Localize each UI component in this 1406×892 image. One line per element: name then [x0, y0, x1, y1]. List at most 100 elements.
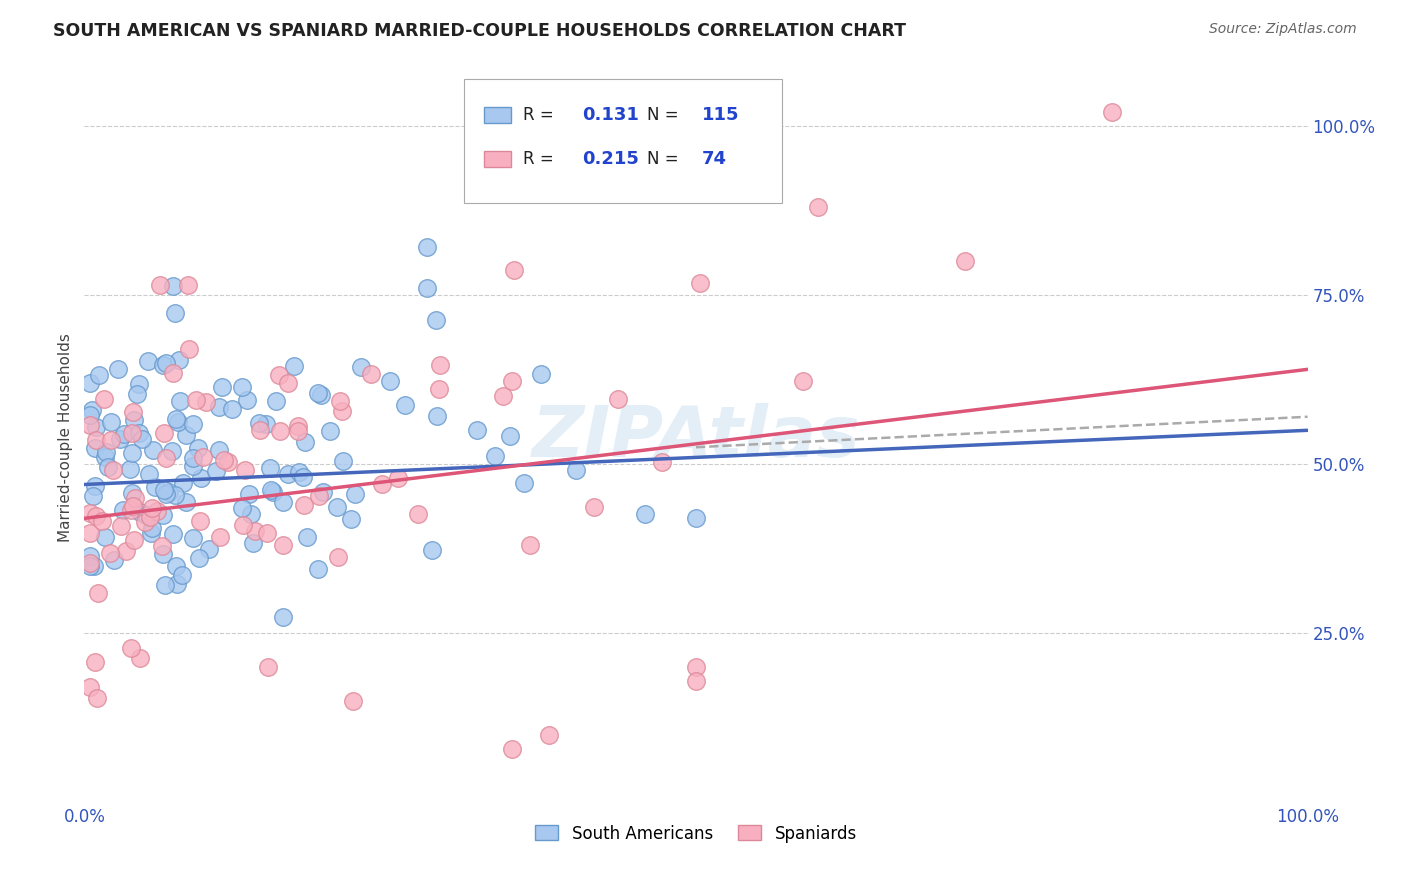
Point — [82, 489, 104, 503]
Point — [209, 530, 232, 544]
Point — [79, 680, 101, 694]
Point — [157, 484, 180, 499]
Text: N =: N = — [647, 106, 683, 124]
Point — [131, 432, 153, 446]
Point — [292, 470, 315, 484]
Point — [212, 453, 235, 467]
Point — [240, 508, 263, 522]
Text: 74: 74 — [702, 150, 727, 168]
Point — [247, 416, 270, 430]
Point — [394, 398, 416, 412]
Point — [125, 387, 148, 401]
Point — [465, 423, 488, 437]
Point — [492, 389, 515, 403]
Point — [142, 442, 165, 457]
Point — [312, 485, 335, 500]
Point — [288, 465, 311, 479]
Legend: South Americans, Spaniards: South Americans, Spaniards — [529, 818, 863, 849]
Point — [153, 577, 176, 591]
Point — [162, 527, 184, 541]
Point — [121, 425, 143, 440]
Point — [170, 567, 193, 582]
Point — [307, 386, 329, 401]
Point — [231, 500, 253, 515]
Point — [283, 359, 305, 373]
Point — [380, 374, 402, 388]
Point — [260, 483, 283, 497]
Point — [191, 450, 214, 464]
Point — [83, 558, 105, 573]
Point — [97, 460, 120, 475]
Point — [128, 505, 150, 519]
Point — [606, 392, 628, 407]
Point — [79, 506, 101, 520]
Point — [136, 353, 159, 368]
Point — [342, 694, 364, 708]
Point — [420, 542, 443, 557]
Point — [79, 525, 101, 540]
Point — [179, 342, 201, 356]
Point — [120, 503, 142, 517]
Point — [150, 539, 173, 553]
Point — [91, 514, 114, 528]
FancyBboxPatch shape — [484, 107, 512, 123]
Point — [94, 450, 117, 464]
Point — [82, 403, 104, 417]
Point — [208, 442, 231, 457]
Text: 115: 115 — [702, 106, 740, 124]
Point — [360, 367, 382, 381]
Point — [211, 380, 233, 394]
Point — [139, 510, 162, 524]
Point — [513, 475, 536, 490]
Point — [1101, 105, 1123, 120]
Point — [651, 455, 673, 469]
Point — [330, 404, 353, 418]
Point — [108, 433, 131, 447]
Point — [685, 673, 707, 688]
Point — [264, 393, 287, 408]
Point — [502, 741, 524, 756]
Point — [128, 377, 150, 392]
Point — [153, 425, 176, 440]
Point — [86, 508, 108, 523]
Point — [83, 479, 105, 493]
Point — [217, 455, 239, 469]
Point — [530, 368, 553, 382]
Point — [406, 507, 429, 521]
Point — [84, 434, 107, 448]
Point — [163, 306, 186, 320]
Point — [143, 480, 166, 494]
Point — [416, 240, 439, 254]
Point — [100, 433, 122, 447]
Point — [163, 487, 186, 501]
Point — [340, 512, 363, 526]
Point — [135, 508, 157, 522]
Point — [183, 450, 205, 465]
Point — [124, 491, 146, 505]
Point — [79, 558, 101, 573]
Point — [231, 380, 253, 394]
Point — [121, 485, 143, 500]
Point — [257, 660, 280, 674]
Point — [79, 408, 101, 422]
Point — [502, 262, 524, 277]
Point — [181, 531, 204, 545]
Point — [134, 515, 156, 529]
Point — [205, 464, 228, 478]
Point — [565, 463, 588, 477]
Point — [371, 476, 394, 491]
Point — [155, 487, 177, 501]
Point — [79, 376, 101, 391]
Point — [115, 544, 138, 558]
Point — [94, 530, 117, 544]
Point — [292, 498, 315, 512]
Text: 0.131: 0.131 — [582, 106, 640, 124]
Point — [84, 420, 107, 434]
Point — [271, 495, 294, 509]
Point — [249, 423, 271, 437]
Point — [254, 417, 277, 431]
Y-axis label: Married-couple Households: Married-couple Households — [58, 333, 73, 541]
Point — [499, 429, 522, 443]
Point — [152, 547, 174, 561]
Point — [269, 425, 291, 439]
